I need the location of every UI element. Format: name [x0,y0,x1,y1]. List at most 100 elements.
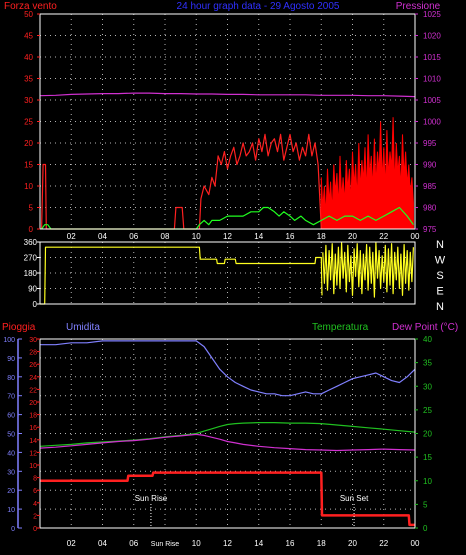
x-tick-label: 16 [286,232,295,241]
y-tick-label-rain: 26 [29,362,37,369]
y-tick-label-rain: 18 [29,413,37,420]
compass-label: N [436,239,444,251]
y-tick-label-left: 180 [24,269,38,278]
y-tick-label-left: 360 [24,238,38,247]
y-tick-label-rain: 6 [33,488,37,495]
x-tick-label: 04 [98,232,107,241]
compass-label: S [436,270,443,282]
y-tick-label-right: 985 [423,182,437,191]
y-tick-label-temp: 25 [423,406,432,415]
y-tick-label-humidity: 10 [7,507,15,514]
x-tick-label: 14 [254,232,263,241]
y-tick-label-left: 270 [24,254,38,263]
humidity-label: Umidita [66,322,100,333]
y-tick-label-humidity: 60 [7,413,15,420]
x-tick-label: 02 [67,232,76,241]
y-tick-label-humidity: 30 [7,469,15,476]
dewpoint-label: Dew Point (°C) [392,322,458,333]
y-tick-label-right: 1020 [423,32,441,41]
y-tick-label-right: 990 [423,161,437,170]
climate-plot: Sun Rise Sun Set 02 4 6 8 10 12 14 16 18 20 22 24 26 28… [3,335,432,548]
y-tick-label-left: 25 [24,118,33,127]
y-tick-label-left: 30 [24,96,33,105]
y-tick-label-temp: 5 [423,500,428,509]
y-tick-label-temp: 15 [423,453,432,462]
series-pioggia [40,471,415,527]
y-tick-label-left: 90 [28,285,37,294]
series-wind-average [41,206,414,230]
y-tick-label-left: 10 [24,182,33,191]
title: 24 hour graph data - 29 Agosto 2005 [177,1,340,12]
y-tick-label-right: 980 [423,204,437,213]
y-tick-label-right: 975 [423,225,437,234]
y-tick-label-humidity: 80 [7,375,15,382]
sun-annotation: Sun Rise [135,494,168,503]
y-tick-label-temp: 20 [423,430,432,439]
y-tick-label-left: 0 [29,225,34,234]
y-tick-label-temp: 10 [423,477,432,486]
series-wind-speed [41,133,322,230]
y-tick-label-humidity: 70 [7,394,15,401]
wind-pressure-chart: 24 hour graph data - 29 Agosto 2005 Forz… [4,1,441,241]
rain-label: Pioggia [2,322,36,333]
y-tick-label-rain: 8 [33,476,37,483]
series-dew-point [39,433,416,452]
y-tick-label-left: 40 [24,53,33,62]
y-tick-label-left: 15 [24,161,33,170]
pressure-label: Pressione [396,1,441,12]
sun-annotation: Sun Set [340,494,369,503]
x-tick-label: 06 [129,232,138,241]
y-tick-label-right: 1000 [423,118,441,127]
x-tick-label: 22 [379,232,388,241]
x-tick-label: 02 [67,539,76,548]
y-tick-label-left: 20 [24,139,33,148]
y-tick-label-rain: 12 [29,450,37,457]
wind-speed-label: Forza vento [4,1,57,12]
climate-chart: Pioggia Umidita Temperatura Dew Point (°… [2,322,458,548]
series-gust-area [320,117,414,230]
y-tick-label-rain: 28 [29,350,37,357]
y-tick-label-rain: 14 [29,438,37,445]
y-tick-label-right: 995 [423,139,437,148]
y-tick-label-temp: 0 [423,524,428,533]
y-tick-label-humidity: 0 [11,526,15,533]
y-tick-label-right: 1025 [423,10,441,19]
y-tick-label-rain: 30 [29,337,37,344]
y-tick-label-rain: 22 [29,387,37,394]
series-umidita [40,340,416,397]
y-tick-label-humidity: 100 [3,337,15,344]
x-tick-label: 18 [317,539,326,548]
y-tick-label-humidity: 20 [7,488,15,495]
y-tick-label-rain: 20 [29,400,37,407]
y-tick-label-humidity: 40 [7,450,15,457]
y-tick-label-rain: 0 [33,526,37,533]
y-tick-label-left: 5 [29,204,34,213]
x-tick-label: 00 [411,539,420,548]
y-tick-label-rain: 16 [29,425,37,432]
x-tick-label: 10 [192,539,201,548]
x-tick-label: 14 [254,539,263,548]
y-tick-label-left: 45 [24,32,33,41]
y-tick-label-temp: 40 [423,335,432,344]
x-tick-label: 16 [286,539,295,548]
x-tick-label: 12 [223,232,232,241]
y-tick-label-temp: 30 [423,382,432,391]
x-tick-label: 22 [379,539,388,548]
x-tick-label: 12 [223,539,232,548]
y-tick-label-humidity: 50 [7,432,15,439]
series-wind-direction-evening [322,242,414,298]
y-tick-label-right: 1015 [423,53,441,62]
series-temperatura [39,422,416,447]
y-tick-label-rain: 24 [29,375,37,382]
x-tick-label: Sun Rise [151,541,180,548]
series-pressure [39,92,416,98]
x-tick-label: 20 [348,539,357,548]
y-tick-label-rain: 4 [33,501,37,508]
wind-pressure-plot: 0510152025303540455097598098599099510001… [24,10,441,241]
x-tick-label: 20 [348,232,357,241]
x-tick-label: 04 [98,539,107,548]
temperature-label: Temperatura [312,322,369,333]
